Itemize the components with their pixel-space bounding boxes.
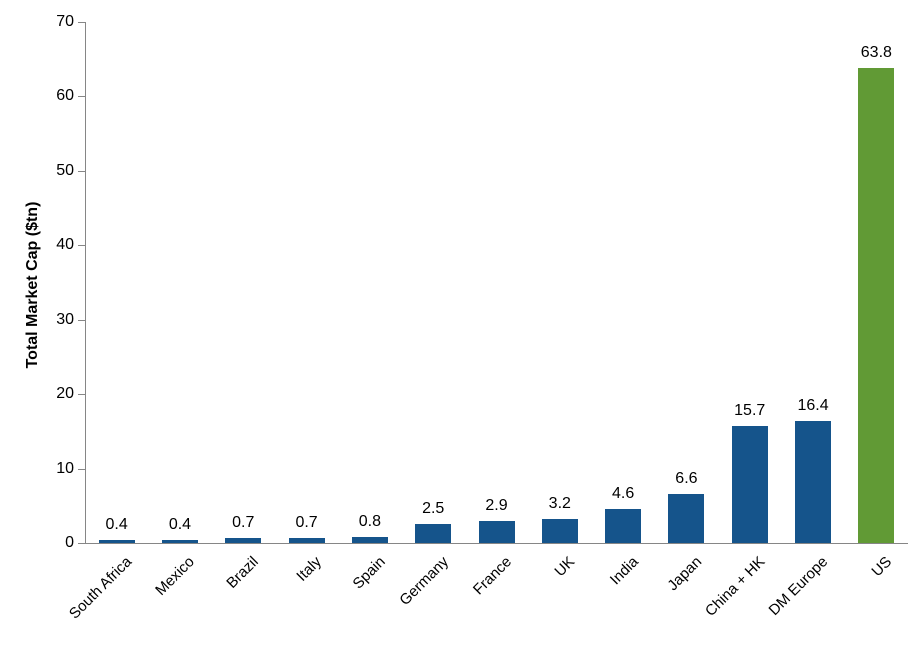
bar-value-label: 2.9 <box>485 497 508 514</box>
bar-value-label: 0.7 <box>295 514 318 531</box>
bar <box>288 538 325 543</box>
bar-value-label: 6.6 <box>675 470 698 487</box>
category-label: France <box>469 553 515 599</box>
category-label: Spain <box>349 553 389 593</box>
y-tick-label: 40 <box>56 236 74 254</box>
bar <box>731 426 768 543</box>
bar-value-label: 0.4 <box>168 516 192 533</box>
bar <box>225 538 262 543</box>
category-label: Germany <box>395 553 452 609</box>
bar-value-label: 0.7 <box>232 514 255 531</box>
category-label: US <box>867 553 895 581</box>
category-label: India <box>606 553 642 589</box>
y-tick-label: 20 <box>56 385 74 403</box>
bar <box>161 540 198 543</box>
category-label: South Africa <box>65 553 135 623</box>
bar-value-label: 2.5 <box>422 500 445 517</box>
bar-value-label: 16.4 <box>797 397 829 414</box>
y-axis-title: Total Market Cap ($tn) <box>24 201 41 369</box>
y-tick-label: 60 <box>56 87 74 105</box>
y-tick-label: 70 <box>56 13 74 30</box>
bar-value-label: 4.6 <box>611 485 635 502</box>
y-tick-mark <box>78 96 85 98</box>
bar <box>98 540 135 543</box>
category-label: Brazil <box>223 553 262 592</box>
y-tick-label: 0 <box>65 534 74 551</box>
bar-value-label: 3.2 <box>548 495 571 512</box>
y-tick-mark <box>78 543 85 544</box>
y-tick-mark <box>78 22 85 23</box>
y-tick-label: 50 <box>56 161 74 179</box>
bar <box>668 494 705 543</box>
bar <box>351 537 388 543</box>
y-tick-mark <box>78 170 85 172</box>
bar <box>478 521 515 543</box>
category-label: Italy <box>293 553 325 585</box>
bar <box>541 519 578 543</box>
category-label: Japan <box>663 553 705 595</box>
y-axis-line <box>85 22 86 544</box>
bar-value-label: 0.4 <box>105 516 128 533</box>
bar <box>795 421 832 543</box>
bar-value-label: 63.8 <box>860 44 892 61</box>
bar <box>605 509 642 543</box>
y-tick-mark <box>78 319 85 321</box>
category-label: DM Europe <box>765 553 832 619</box>
category-label: Mexico <box>152 553 199 599</box>
y-tick-mark <box>78 394 85 396</box>
y-tick-label: 10 <box>56 459 74 477</box>
y-tick-mark <box>78 245 85 247</box>
y-tick-mark <box>78 468 85 470</box>
bar-value-label: 15.7 <box>734 402 766 419</box>
bar <box>858 68 895 543</box>
category-label: UK <box>551 553 579 581</box>
x-axis-line <box>85 543 908 544</box>
y-tick-label: 30 <box>56 310 74 328</box>
bar <box>415 524 452 543</box>
category-label: China + HK <box>701 553 769 620</box>
bar-value-label: 0.8 <box>358 513 381 530</box>
